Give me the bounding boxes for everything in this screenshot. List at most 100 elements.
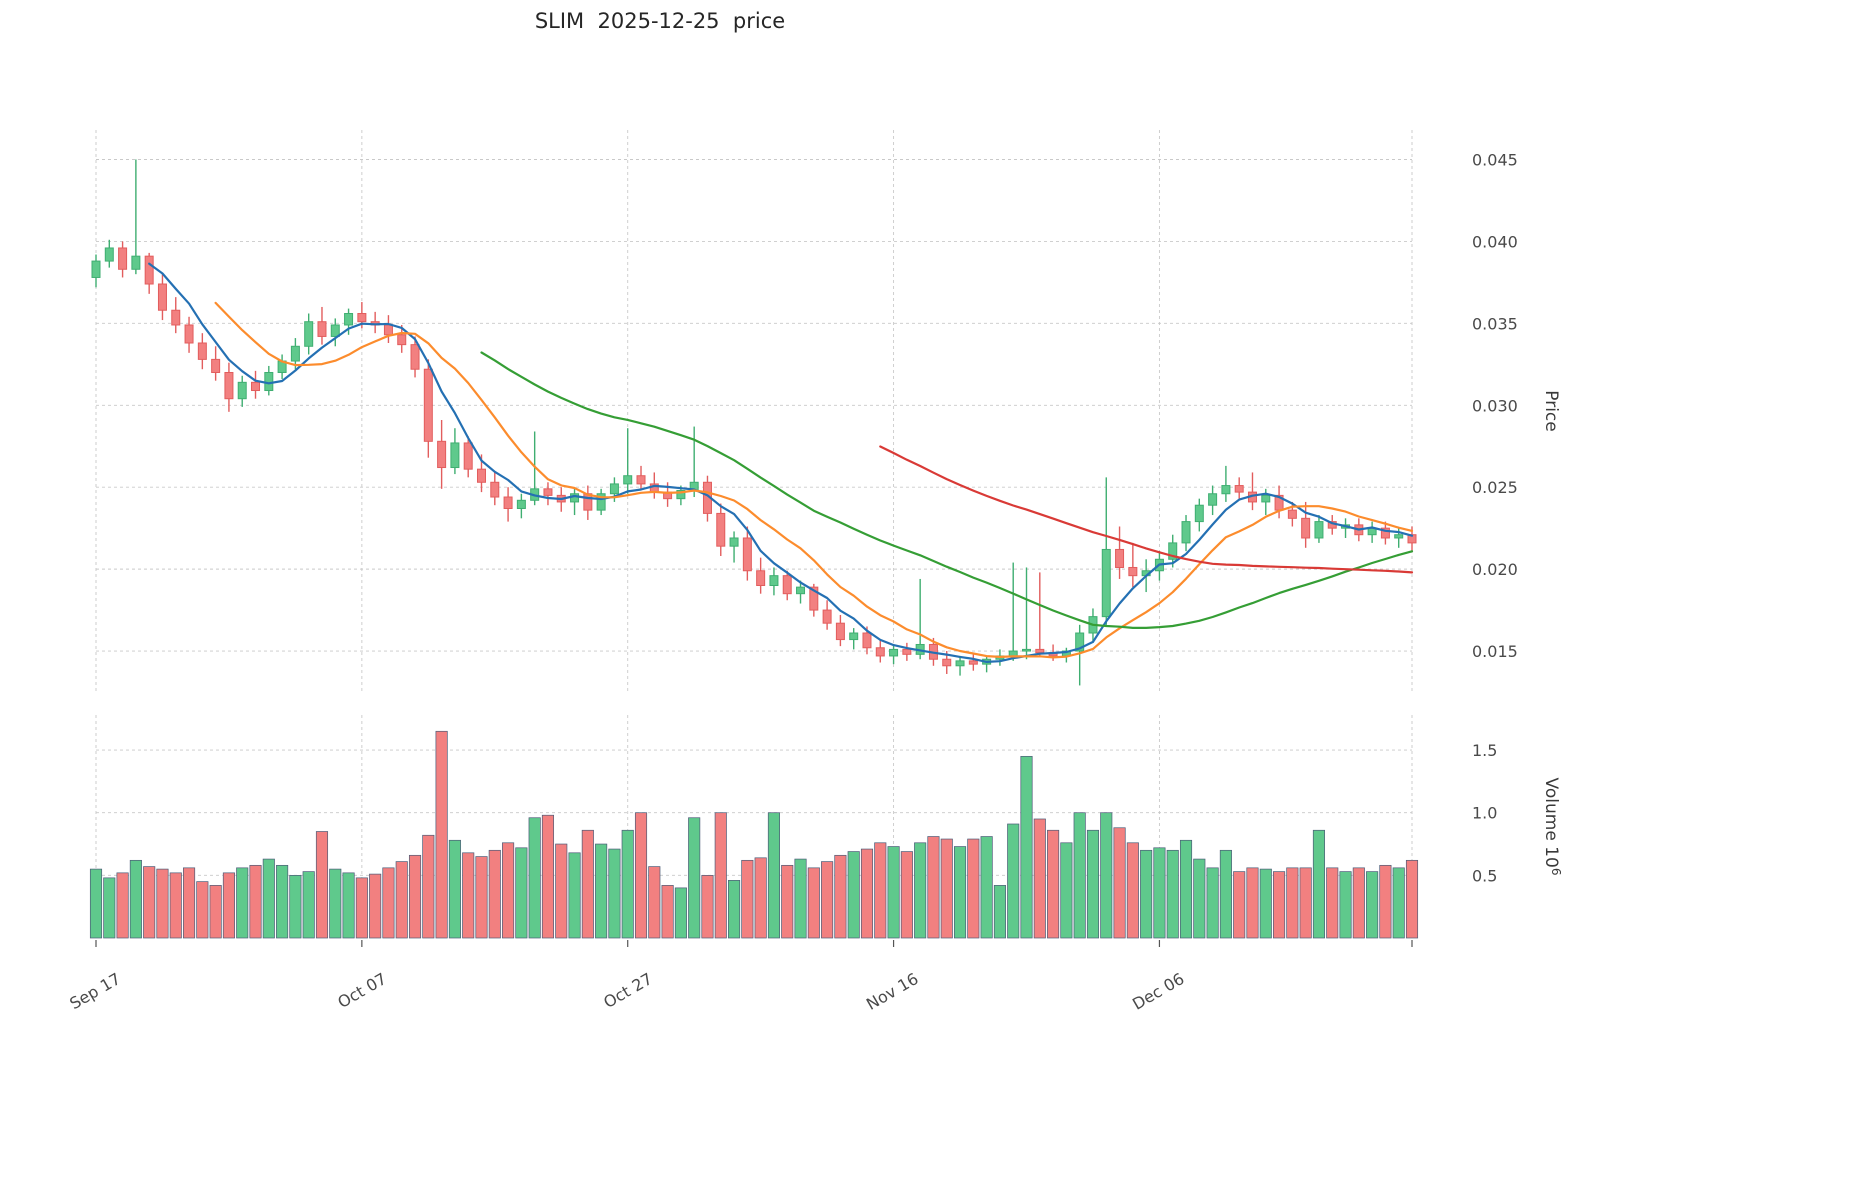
volume-bar [741,859,754,939]
candle-body [782,575,792,595]
candle-body [423,368,433,442]
volume-bar [1312,829,1325,939]
candle-body [636,475,646,485]
volume-axis-exponent: 6 [1549,868,1563,876]
volume-bar [714,812,727,939]
volume-tick-label: 1.0 [1472,804,1497,823]
volume-bars [89,730,1419,939]
candle-body [1394,534,1404,539]
candle-body [290,345,300,362]
volume-bar [634,812,648,939]
candle-body [516,499,526,509]
volume-bar [1326,867,1339,939]
volume-bar [1286,867,1299,939]
candle-body [1261,494,1271,503]
candle-body [862,632,872,649]
candle-body [118,247,128,270]
candle-body [1221,485,1231,495]
candle-body [1287,509,1297,519]
volume-bar [993,885,1006,939]
volume-bar [1086,829,1100,939]
volume-bar [502,842,515,939]
volume-bar [475,856,488,939]
volume-bar [169,872,182,939]
volume-bar [1179,839,1193,939]
candle-body [251,381,261,392]
candle-body [104,247,114,262]
price-tick-label: 0.030 [1472,396,1518,415]
candle-body [809,586,819,611]
volume-bar [1193,858,1206,939]
volume-bar [1233,871,1246,939]
volume-bar [222,872,235,939]
volume-bar [1047,829,1060,939]
chart-title: SLIM 2025-12-25 price [534,9,786,33]
volume-bar [821,861,834,939]
candle-body [1035,648,1045,654]
volume-bar [834,854,847,939]
candle-body [676,489,686,500]
x-tick-label: Oct 27 [600,969,655,1012]
candle-body [171,309,181,326]
candle-body [796,586,806,595]
volume-bar [1352,867,1365,939]
price-tick-label: 0.045 [1472,150,1518,169]
volume-bar [621,829,634,939]
volume-bar [967,838,980,939]
volume-bar [1007,823,1020,939]
sma30-line [480,351,1414,629]
candle-body [1208,493,1218,506]
candle-body [889,648,899,657]
volume-bar [448,839,461,939]
volume-bar [927,836,940,939]
volume-bar [728,880,741,939]
volume-bar [1100,812,1113,939]
price-tick-label: 0.020 [1472,560,1518,579]
x-tick-label: Nov 16 [863,969,922,1014]
volume-bar [528,817,541,939]
volume-bar [688,817,701,939]
volume-tick-label: 0.5 [1472,866,1497,885]
candle-body [503,496,513,509]
candle-body [902,648,912,655]
sma10-line [214,301,1414,659]
volume-bar [1246,867,1259,939]
volume-bar [807,867,820,939]
candle-body [197,342,207,360]
sma60-line [879,445,1414,574]
candle-body [543,488,553,496]
price-tick-label: 0.040 [1472,232,1518,251]
candle-body [1181,521,1191,544]
candle-body [769,575,779,586]
volume-bar [1259,868,1272,939]
candle-body [1128,566,1138,577]
candle-body [463,442,473,470]
volume-bar [209,885,222,939]
price-tick-label: 0.035 [1472,314,1518,333]
candle-body [131,255,141,270]
candle-body [344,313,354,326]
moving-average-lines [148,262,1414,663]
volume-bar [196,881,209,939]
candle-body [304,321,314,347]
volume-bar [914,842,927,939]
candle-body [224,371,234,400]
volume-bar [874,842,887,939]
volume-bar [183,867,196,939]
volume-bar [236,867,249,939]
candle-body [330,324,340,337]
candle-body [716,512,726,547]
volume-bar [754,857,767,939]
volume-bar [568,852,581,939]
candle-body [410,344,420,370]
candle-body [1301,517,1311,539]
volume-bar [781,864,794,939]
candle-body [729,537,739,547]
volume-bar [953,846,967,939]
candle-body [357,313,367,323]
volume-bar [329,868,342,939]
volume-bar [581,829,594,939]
candle-body [437,440,447,469]
x-tick-label: Sep 17 [66,969,124,1013]
